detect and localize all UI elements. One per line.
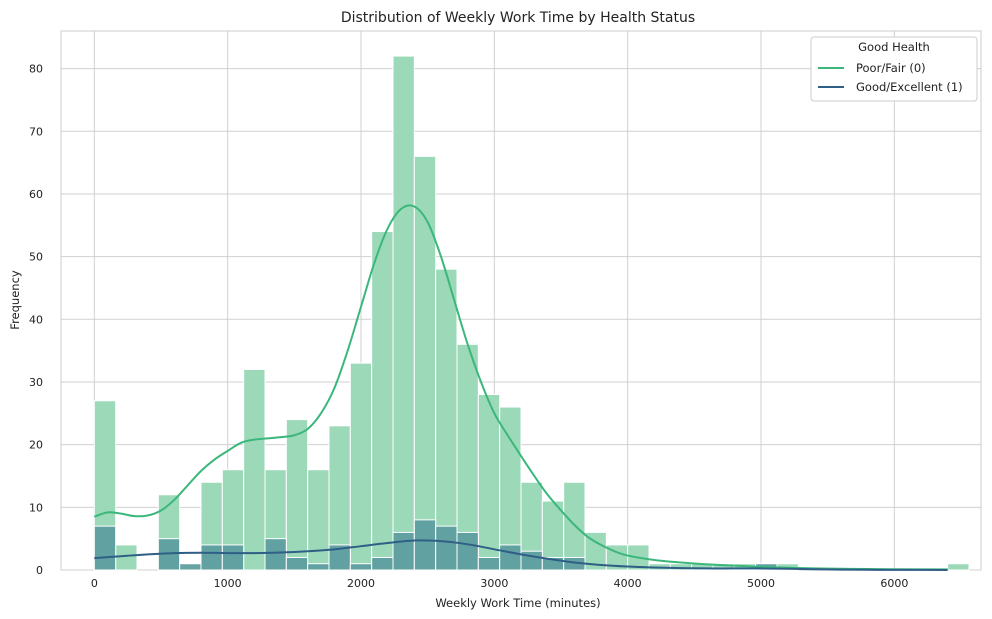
- histogram-bar: [435, 525, 458, 571]
- histogram-bar: [371, 556, 394, 571]
- kde-curve-good-excellent: [94, 539, 948, 571]
- histogram-bar: [499, 544, 522, 571]
- x-tick-label: 3000: [480, 577, 508, 590]
- x-tick-label: 5000: [747, 577, 775, 590]
- bars-good-excellent: [93, 519, 778, 571]
- histogram-bar: [328, 544, 351, 571]
- legend: Good Health Poor/Fair (0) Good/Excellent…: [810, 36, 978, 102]
- x-tick-label: 0: [91, 577, 98, 590]
- histogram-bar: [221, 544, 245, 571]
- kde-curve-poor-fair: [93, 204, 948, 571]
- histogram-bar: [93, 525, 117, 571]
- histogram-bar: [371, 231, 394, 571]
- kde-curves: [93, 204, 948, 571]
- y-tick-label: 40: [29, 313, 43, 326]
- y-tick-label: 60: [29, 188, 43, 201]
- x-tick-label: 2000: [347, 577, 375, 590]
- histogram-bar: [179, 563, 202, 571]
- histogram-bar: [307, 469, 330, 571]
- legend-label-poor-fair: Poor/Fair (0): [856, 61, 926, 75]
- histogram-bar: [285, 419, 309, 571]
- histogram-bar: [435, 268, 458, 571]
- y-tick-label: 70: [29, 125, 43, 138]
- x-axis-ticks: 0 1000 2000 3000 4000 5000 6000: [91, 577, 908, 590]
- histogram-bar: [477, 556, 501, 571]
- x-tick-label: 6000: [880, 577, 908, 590]
- histogram-bar: [477, 394, 501, 571]
- histogram-bar: [285, 556, 309, 571]
- chart-title: Distribution of Weekly Work Time by Heal…: [341, 10, 695, 26]
- histogram-bar: [307, 563, 330, 571]
- y-axis-ticks: 0 10 20 30 40 50 60 70 80: [29, 63, 43, 577]
- y-tick-label: 20: [29, 439, 43, 452]
- x-tick-label: 4000: [614, 577, 642, 590]
- histogram-bar: [264, 538, 287, 571]
- histogram-bar: [200, 544, 223, 571]
- histogram-bar: [349, 362, 373, 571]
- histogram-bar: [392, 531, 415, 571]
- y-tick-label: 80: [29, 63, 43, 76]
- legend-box: [810, 36, 978, 102]
- y-tick-label: 10: [29, 501, 43, 514]
- x-tick-label: 1000: [214, 577, 242, 590]
- histogram-bar: [243, 368, 266, 571]
- histogram-bar: [413, 519, 437, 571]
- histogram-bar: [115, 544, 138, 571]
- legend-title: Good Health: [858, 40, 930, 54]
- y-tick-label: 30: [29, 376, 43, 389]
- legend-label-good-excellent: Good/Excellent (1): [856, 80, 963, 94]
- histogram-bar: [392, 55, 415, 571]
- y-tick-label: 0: [36, 564, 43, 577]
- y-tick-label: 50: [29, 251, 43, 264]
- histogram-bar: [456, 531, 479, 571]
- y-axis-label: Frequency: [8, 270, 22, 330]
- x-axis-label: Weekly Work Time (minutes): [435, 596, 600, 610]
- histogram-bar: [349, 563, 373, 571]
- histogram-bar: [947, 563, 970, 571]
